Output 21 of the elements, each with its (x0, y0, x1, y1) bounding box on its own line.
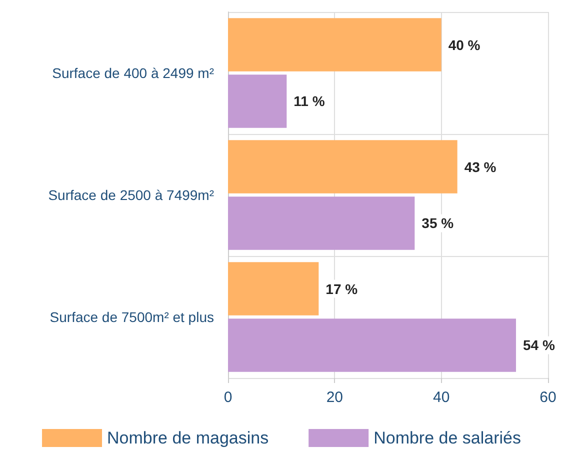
bar (228, 18, 442, 72)
bar (228, 196, 415, 250)
y-tick-label: Surface de 7500m² et plus (50, 309, 214, 325)
data-label: 35 % (422, 215, 454, 232)
x-tick-label: 20 (326, 389, 344, 406)
y-tick-label: Surface de 400 à 2499 m² (52, 65, 214, 81)
bar (228, 140, 458, 194)
data-label: 43 % (464, 158, 497, 175)
y-tick-label: Surface de 2500 à 7499m² (48, 187, 214, 203)
legend-label: Nombre de salariés (374, 428, 521, 448)
data-label: 17 % (326, 280, 358, 297)
data-label: 40 % (448, 36, 481, 53)
x-tick-label: 0 (224, 389, 232, 406)
data-label: 11 % (294, 93, 326, 110)
data-label: 54 % (523, 337, 556, 354)
x-tick-label: 40 (432, 389, 450, 406)
legend-label: Nombre de magasins (107, 428, 269, 448)
bar (228, 262, 319, 316)
x-tick-label: 60 (540, 389, 556, 406)
bar (228, 318, 516, 372)
bar (228, 74, 287, 128)
